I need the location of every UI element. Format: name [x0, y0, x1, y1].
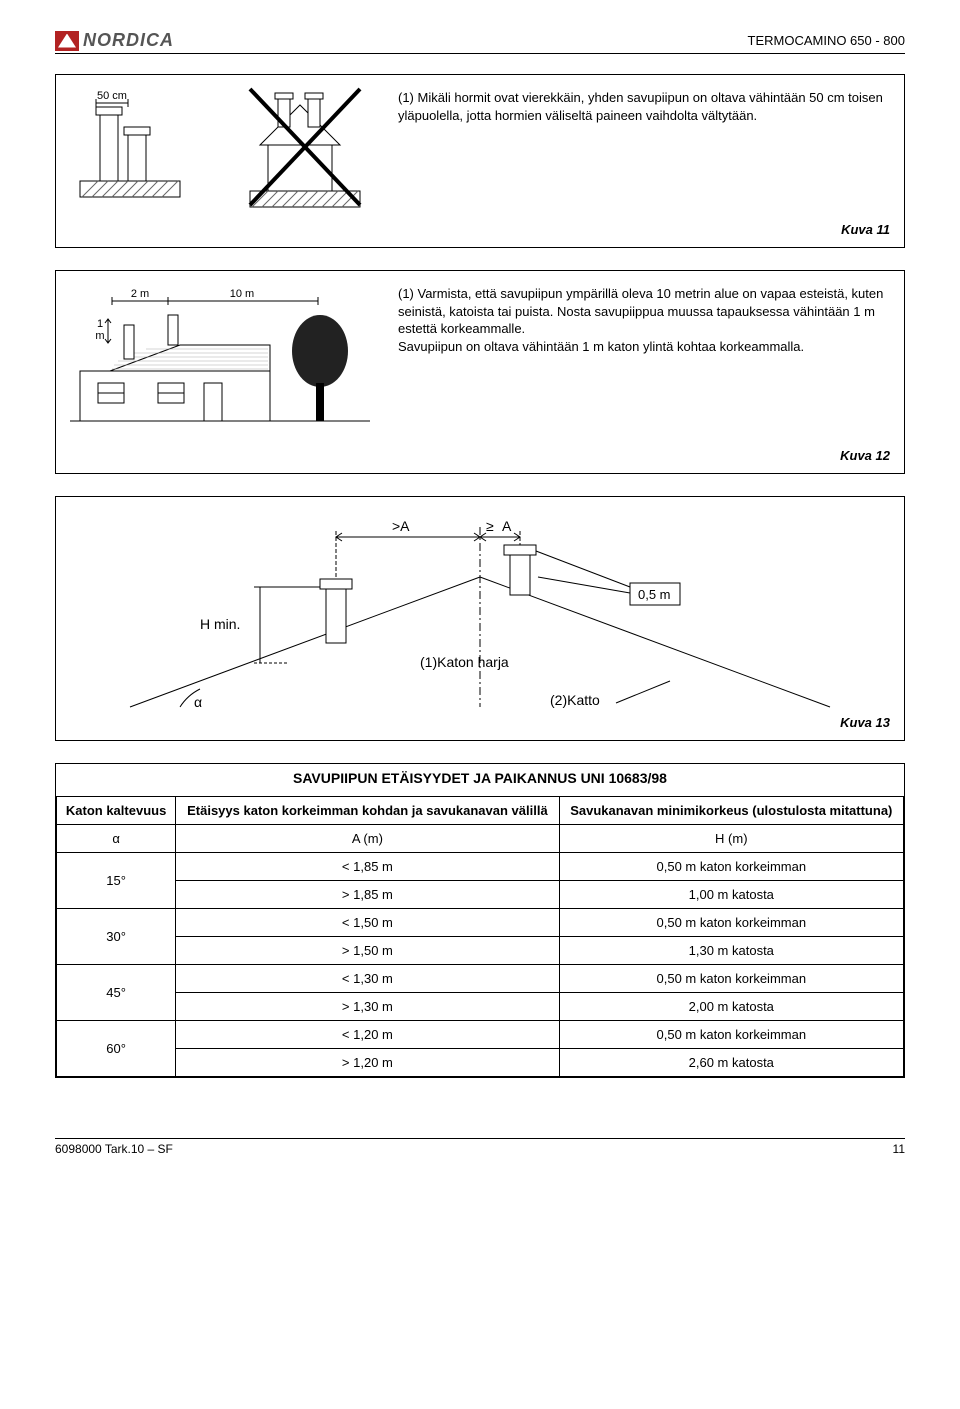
cell-angle: 30°: [57, 909, 176, 965]
page-header: NORDICA TERMOCAMINO 650 - 800: [55, 30, 905, 54]
cell-angle: 45°: [57, 965, 176, 1021]
svg-text:H min.: H min.: [200, 616, 240, 632]
svg-text:1: 1: [97, 318, 103, 330]
svg-text:α: α: [194, 694, 202, 710]
svg-text:≥: ≥: [486, 518, 494, 534]
cell: 1,00 m katosta: [559, 881, 903, 909]
col-header-3: Savukanavan minimikorkeus (ulostulosta m…: [559, 797, 903, 825]
cell-angle: 60°: [57, 1021, 176, 1077]
document-title: TERMOCAMINO 650 - 800: [748, 33, 906, 48]
logo: NORDICA: [55, 30, 174, 51]
figure-13-label: Kuva 13: [840, 715, 890, 730]
cell-alpha: α: [57, 825, 176, 853]
svg-text:50 cm: 50 cm: [97, 90, 127, 102]
cell: 2,00 m katosta: [559, 993, 903, 1021]
col-header-1: Katon kaltevuus: [57, 797, 176, 825]
cell: 0,50 m katon korkeimman: [559, 1021, 903, 1049]
cell-angle: 15°: [57, 853, 176, 909]
cell: 0,50 m katon korkeimman: [559, 853, 903, 881]
figure-11-svg: 50 cm: [70, 85, 380, 218]
figure-13-svg: >A ≥ A H min. 0,5 m (1)Katon harja α (2: [70, 507, 890, 727]
figure-11-text: (1) Mikäli hormit ovat vierekkäin, yhden…: [398, 85, 890, 124]
cell: > 1,20 m: [176, 1049, 559, 1077]
figure-11-box: 50 cm: [55, 74, 905, 248]
figure-11-label: Kuva 11: [70, 222, 890, 237]
figure-12-text: (1) Varmista, että savupiipun ympärillä …: [398, 281, 890, 355]
svg-text:m: m: [95, 330, 104, 342]
cell: < 1,20 m: [176, 1021, 559, 1049]
cell-hm: H (m): [559, 825, 903, 853]
cell: 0,50 m katon korkeimman: [559, 909, 903, 937]
cell: 0,50 m katon korkeimman: [559, 965, 903, 993]
svg-text:2 m: 2 m: [131, 288, 149, 300]
svg-text:(2)Katto: (2)Katto: [550, 692, 600, 708]
footer-page: 11: [893, 1142, 905, 1156]
distance-table: Katon kaltevuus Etäisyys katon korkeimma…: [56, 796, 904, 1077]
figure-12-box: 2 m 10 m 1 m: [55, 270, 905, 474]
svg-text:10 m: 10 m: [230, 288, 254, 300]
table-title: SAVUPIIPUN ETÄISYYDET JA PAIKANNUS UNI 1…: [56, 764, 904, 796]
figure-12-svg: 2 m 10 m 1 m: [70, 281, 380, 444]
cell: < 1,50 m: [176, 909, 559, 937]
svg-text:A: A: [502, 518, 512, 534]
col-header-2: Etäisyys katon korkeimman kohdan ja savu…: [176, 797, 559, 825]
figure-12-label: Kuva 12: [70, 448, 890, 463]
logo-text: NORDICA: [83, 30, 174, 51]
cell: > 1,85 m: [176, 881, 559, 909]
cell: > 1,30 m: [176, 993, 559, 1021]
footer-left: 6098000 Tark.10 – SF: [55, 1142, 173, 1156]
cell: < 1,30 m: [176, 965, 559, 993]
cell: 2,60 m katosta: [559, 1049, 903, 1077]
logo-mark-icon: [55, 31, 79, 51]
cell: < 1,85 m: [176, 853, 559, 881]
svg-text:>A: >A: [392, 518, 410, 534]
svg-text:0,5 m: 0,5 m: [638, 587, 671, 602]
table-box: SAVUPIIPUN ETÄISYYDET JA PAIKANNUS UNI 1…: [55, 763, 905, 1078]
cell-am: A (m): [176, 825, 559, 853]
cell: > 1,50 m: [176, 937, 559, 965]
page-footer: 6098000 Tark.10 – SF 11: [55, 1138, 905, 1156]
cell: 1,30 m katosta: [559, 937, 903, 965]
svg-text:(1)Katon harja: (1)Katon harja: [420, 654, 509, 670]
figure-13-box: >A ≥ A H min. 0,5 m (1)Katon harja α (2: [55, 496, 905, 741]
